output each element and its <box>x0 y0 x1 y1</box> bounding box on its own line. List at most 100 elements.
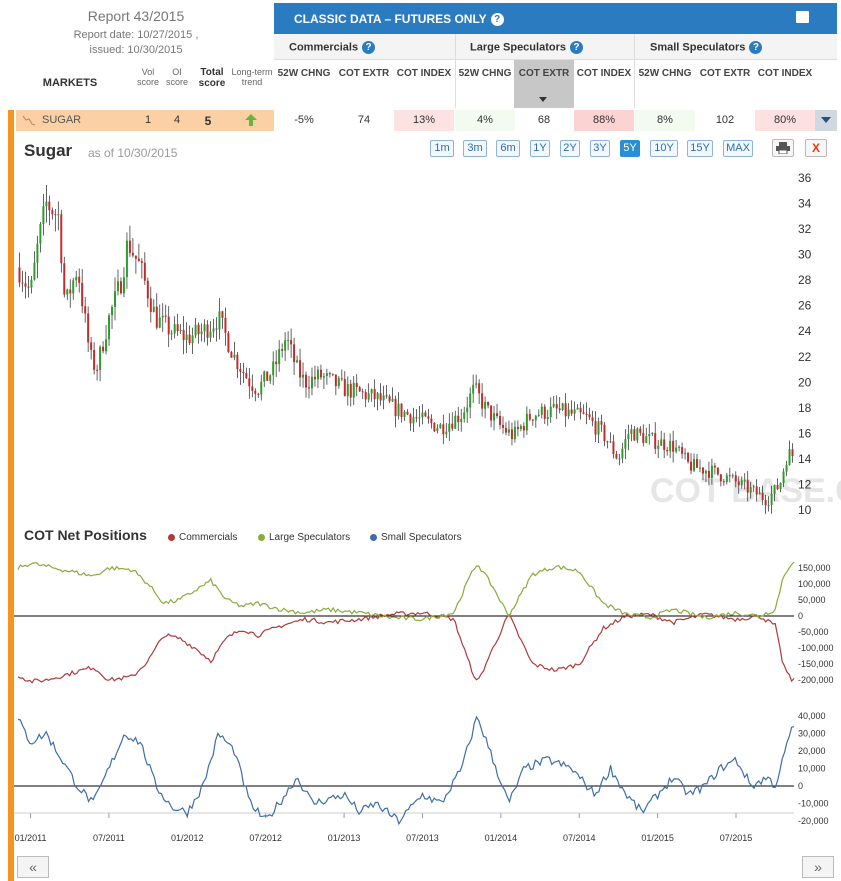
candle-body <box>737 481 740 486</box>
candle-body <box>96 369 99 371</box>
commercials-line <box>17 611 795 684</box>
candle-body <box>507 429 510 433</box>
range-button-2y[interactable]: 2Y <box>560 140 580 157</box>
candle-body <box>502 424 504 428</box>
candle-body <box>42 206 45 225</box>
candles <box>18 185 794 514</box>
candle-body <box>257 393 260 395</box>
candle-body <box>367 393 370 400</box>
candle-body <box>701 467 704 474</box>
candle-body <box>627 434 630 440</box>
table-cell: 68 <box>537 114 551 126</box>
range-button-max[interactable]: MAX <box>723 140 753 157</box>
help-icon[interactable]: ? <box>569 41 583 54</box>
candle-body <box>549 406 552 418</box>
candle-body <box>313 376 316 380</box>
candle-body <box>266 371 269 381</box>
candle-body <box>349 383 352 398</box>
table-cell: 80% <box>773 114 797 126</box>
candle-body <box>609 441 612 443</box>
legend-commercials: Commercials <box>168 532 237 543</box>
candle-body <box>149 298 152 312</box>
candle-body <box>227 332 230 352</box>
print-chart-button[interactable] <box>772 139 794 157</box>
column-header[interactable]: COT EXTR <box>518 68 570 79</box>
candle-body <box>639 428 642 433</box>
candle-body <box>308 387 310 389</box>
candle-body <box>57 214 60 216</box>
y-tick-label: 12 <box>798 477 812 491</box>
candle-body <box>93 349 96 370</box>
x-tick-label: 07/2011 <box>93 833 125 843</box>
help-icon[interactable]: ? <box>749 41 763 54</box>
candle-body <box>779 482 782 490</box>
range-button-3y[interactable]: 3Y <box>590 140 610 157</box>
column-header[interactable]: 52W CHNG <box>458 68 512 79</box>
range-button-6m[interactable]: 6m <box>496 140 520 157</box>
candle-body <box>290 340 293 345</box>
y-tick-label: 22 <box>798 350 812 364</box>
candle-body <box>451 423 454 429</box>
help-icon[interactable]: ? <box>490 13 504 27</box>
prev-button[interactable]: « <box>17 856 49 878</box>
candle-body <box>382 395 385 401</box>
y-tick-label: 10,000 <box>798 764 826 774</box>
candle-body <box>770 493 773 506</box>
expand-icon[interactable] <box>821 117 831 123</box>
column-header[interactable]: COT EXTR <box>699 68 751 79</box>
range-button-5y[interactable]: 5Y <box>620 140 640 157</box>
candle-body <box>385 395 388 397</box>
candle-body <box>152 306 155 312</box>
help-icon[interactable]: ? <box>362 41 376 54</box>
candle-body <box>18 267 21 283</box>
column-header[interactable]: COT INDEX <box>576 68 632 79</box>
x-tick-label: 01/2013 <box>328 833 361 843</box>
candle-body <box>167 316 170 335</box>
candle-body <box>687 452 690 462</box>
x-tick-label: 01/2014 <box>485 833 518 843</box>
candle-body <box>513 426 516 440</box>
candle-body <box>582 412 585 414</box>
candle-body <box>710 465 713 479</box>
range-button-1y[interactable]: 1Y <box>530 140 550 157</box>
group-small-speculators: Small Speculators? <box>650 41 763 54</box>
y-tick-label: 10 <box>798 503 812 517</box>
range-button-1m[interactable]: 1m <box>430 140 454 157</box>
candle-body <box>111 306 114 316</box>
candle-body <box>633 429 636 441</box>
next-button[interactable]: » <box>802 856 834 878</box>
report-date: Report date: 10/27/2015 , <box>73 29 199 41</box>
candle-body <box>337 378 340 387</box>
candle-body <box>128 240 131 253</box>
print-icon[interactable] <box>796 11 809 23</box>
candle-body <box>481 393 484 409</box>
column-header[interactable]: COT INDEX <box>757 68 813 79</box>
sort-arrow-icon[interactable] <box>539 97 547 102</box>
table-cell: 4% <box>477 114 493 126</box>
candle-body <box>245 372 248 379</box>
close-chart-button[interactable]: X <box>805 139 827 157</box>
y-tick-label: -50,000 <box>798 627 829 637</box>
column-header[interactable]: COT INDEX <box>396 68 452 79</box>
range-button-3m[interactable]: 3m <box>463 140 487 157</box>
candle-body <box>591 417 594 422</box>
y-tick-label: 40,000 <box>798 711 826 721</box>
market-name[interactable]: SUGAR <box>42 114 82 126</box>
candle-body <box>585 413 588 415</box>
range-button-10y[interactable]: 10Y <box>650 140 678 157</box>
group-header-row: Commercials? Large Speculators? Small Sp… <box>274 34 837 60</box>
candle-body <box>576 407 579 410</box>
range-button-15y[interactable]: 15Y <box>687 140 713 157</box>
candle-body <box>284 340 287 351</box>
sugar-chart-icon <box>22 115 36 126</box>
column-header[interactable]: COT EXTR <box>338 68 390 79</box>
candle-body <box>325 373 328 377</box>
candle-body <box>588 414 591 418</box>
column-header[interactable]: 52W CHNG <box>277 68 331 79</box>
column-header[interactable]: 52W CHNG <box>638 68 692 79</box>
candle-body <box>624 439 627 449</box>
y-tick-label: 150,000 <box>798 563 831 573</box>
candle-body <box>731 475 734 477</box>
y-tick-label: 0 <box>798 611 803 621</box>
candle-body <box>448 423 451 432</box>
